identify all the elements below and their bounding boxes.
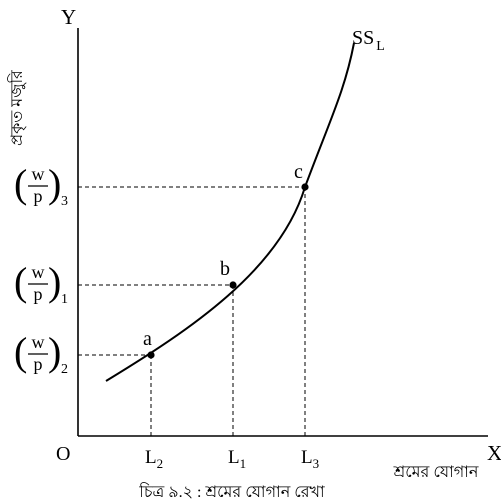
svg-text:1: 1 (61, 292, 68, 307)
svg-text:2: 2 (61, 362, 68, 377)
curve-label: SS L (352, 27, 385, 54)
point-b (229, 281, 237, 289)
x-tick-l1: L1 (228, 447, 246, 471)
svg-text:(: ( (14, 329, 27, 374)
figure-caption: চিত্র ৯.২ : শ্রমের যোগান রেখা (138, 482, 325, 501)
y-tick-wp3: ( w p ) 3 (14, 161, 68, 209)
svg-text:): ) (48, 329, 61, 374)
svg-text:p: p (34, 284, 43, 304)
svg-text:w: w (32, 164, 45, 184)
x-tick-l2: L2 (145, 447, 163, 471)
x-axis-letter: X (487, 441, 501, 465)
point-c-label: c (294, 161, 303, 183)
y-axis-letter: Y (61, 5, 76, 29)
x-tick-l3: L3 (301, 447, 319, 471)
svg-text:w: w (32, 332, 45, 352)
svg-text:p: p (34, 186, 43, 206)
point-a (147, 351, 155, 359)
y-axis-title: প্রকৃত মজুরি (7, 69, 27, 146)
x-axis-title: শ্রমের যোগান (393, 464, 479, 481)
svg-text:w: w (32, 262, 45, 282)
svg-text:): ) (48, 161, 61, 206)
supply-curve (105, 42, 355, 382)
point-a-label: a (143, 328, 152, 350)
point-b-label: b (220, 258, 230, 280)
y-tick-wp2: ( w p ) 2 (14, 329, 68, 377)
svg-text:(: ( (14, 259, 27, 304)
svg-text:): ) (48, 259, 61, 304)
point-c (301, 183, 309, 191)
svg-text:(: ( (14, 161, 27, 206)
y-tick-wp1: ( w p ) 1 (14, 259, 68, 307)
origin-label: O (56, 443, 70, 465)
svg-text:3: 3 (61, 194, 68, 209)
svg-text:p: p (34, 354, 43, 374)
